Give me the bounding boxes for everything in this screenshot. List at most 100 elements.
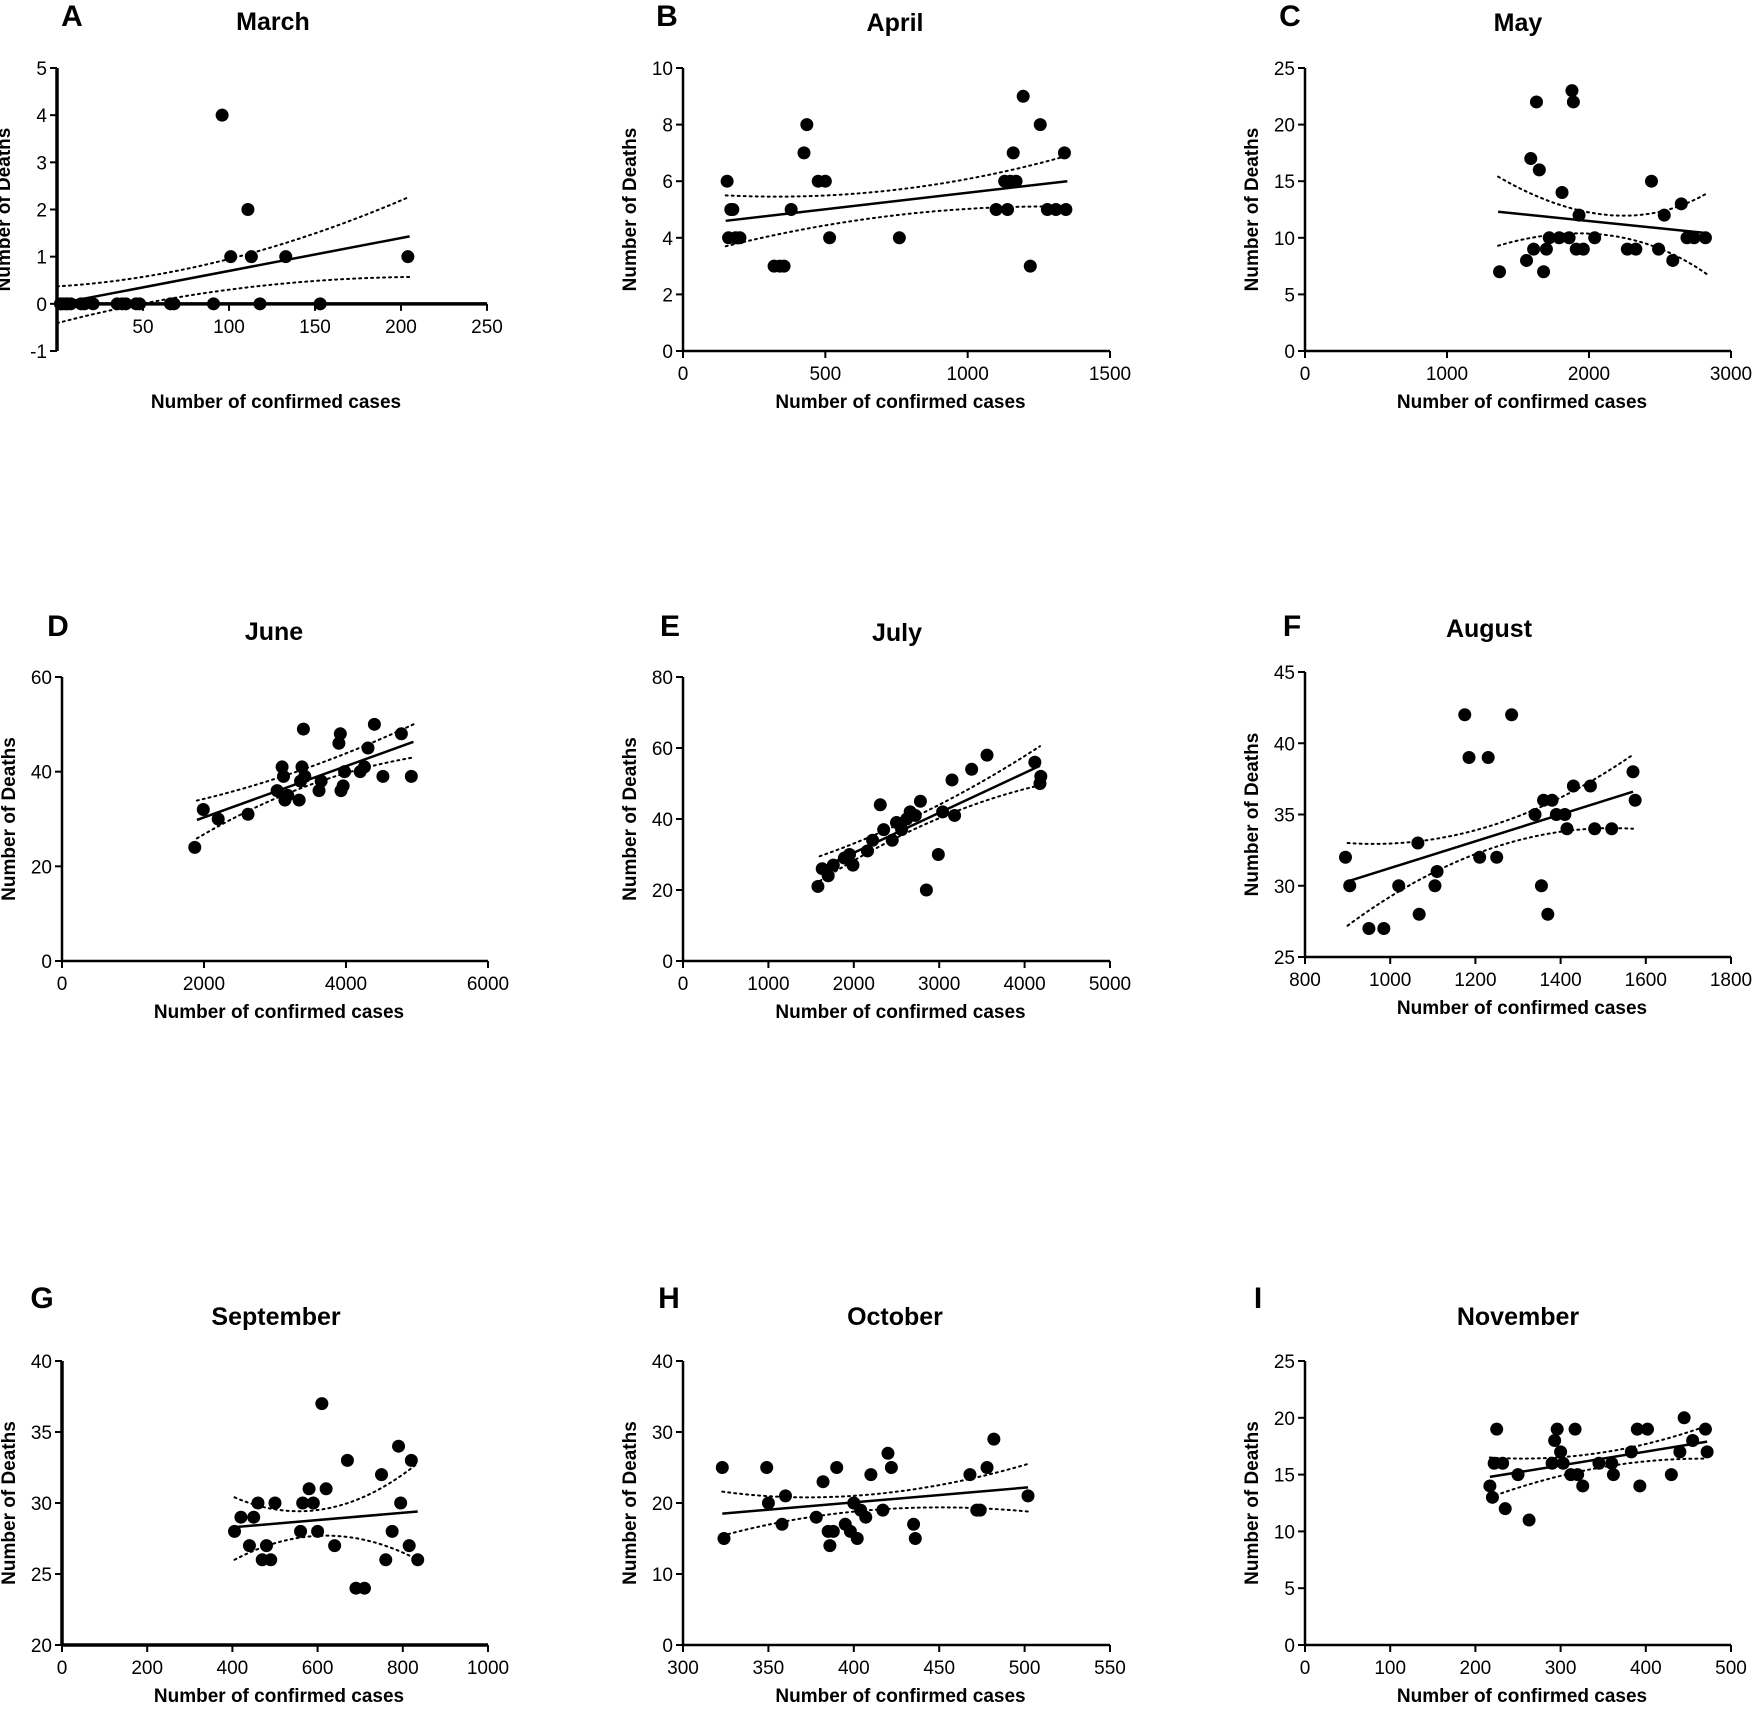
data-point [1033, 118, 1047, 132]
panel-letter: I [1254, 1282, 1262, 1315]
data-point [936, 805, 950, 819]
x-axis-label: Number of confirmed cases [154, 1002, 404, 1023]
x-tick-label: 1800 [1710, 970, 1752, 991]
data-point [1034, 769, 1048, 783]
data-point [1490, 850, 1504, 864]
x-axis-label: Number of confirmed cases [775, 1686, 1025, 1707]
data-point [948, 808, 962, 822]
regression-line [819, 764, 1041, 870]
data-point [242, 1539, 256, 1553]
y-tick-label: 15 [1274, 172, 1295, 193]
data-point [1545, 793, 1559, 807]
y-tick-label: 2 [662, 285, 673, 306]
x-tick-label: 1000 [747, 974, 789, 995]
data-point [264, 1553, 278, 1567]
ci-lower-curve [56, 275, 411, 325]
y-tick-label: 20 [31, 857, 52, 878]
data-point [1485, 1490, 1499, 1504]
ci-upper-curve [724, 154, 1069, 198]
ci-lower-curve [724, 205, 1069, 248]
panel-letter: G [30, 1282, 53, 1315]
data-point [1059, 203, 1073, 216]
y-tick-label: 10 [652, 1565, 673, 1586]
y-tick-label: 40 [31, 763, 52, 784]
data-point [720, 174, 734, 188]
x-tick-label: 500 [809, 364, 841, 385]
data-point [761, 1496, 775, 1510]
y-axis-label: Number of Deaths [620, 1421, 641, 1585]
y-tick-label: -1 [30, 342, 47, 363]
y-tick-label: 2 [36, 201, 47, 222]
data-point [336, 779, 350, 793]
panel-october: H October 0 10 20 30 40 300 350 400 450 500 550 Numbe… [620, 1282, 1126, 1707]
data-point [313, 297, 327, 311]
data-point [375, 1468, 388, 1482]
data-point [167, 297, 181, 311]
y-tick-label: 40 [652, 1352, 673, 1373]
ci-lower-curve [1497, 232, 1710, 277]
data-point [843, 848, 857, 861]
x-tick-label: 2000 [1568, 364, 1610, 385]
x-axis-label: Number of confirmed cases [154, 1686, 404, 1707]
panel-letter: F [1283, 610, 1301, 643]
x-tick-label: 0 [678, 974, 689, 995]
data-point [866, 833, 880, 847]
data-point [963, 1468, 977, 1482]
ci-upper-curve [1497, 175, 1710, 217]
data-point [196, 803, 210, 817]
data-point [717, 1532, 731, 1545]
data-point [340, 1453, 354, 1467]
x-tick-label: 0 [1300, 1658, 1311, 1679]
data-point [1458, 708, 1472, 722]
x-axis-label: Number of confirmed cases [1397, 392, 1647, 413]
data-point [401, 250, 415, 264]
x-tick-label: 3000 [918, 974, 960, 995]
data-point [973, 1503, 987, 1517]
x-tick-label: 800 [1289, 970, 1321, 991]
data-point [357, 1581, 371, 1595]
data-point [811, 879, 825, 893]
panel-april: B April 0 2 4 6 8 10 0 500 1000 1500 Number of confi… [620, 0, 1131, 413]
data-point [1529, 95, 1543, 109]
panel-march: A March -1 0 1 2 3 4 5 50 100 150 200 250 Number of co… [0, 0, 503, 413]
panel-letter: H [658, 1282, 680, 1315]
data-point [1483, 1479, 1497, 1493]
data-point [385, 1524, 399, 1538]
data-point [133, 297, 147, 311]
data-point [1560, 822, 1574, 836]
data-point [1700, 1445, 1714, 1459]
data-point [1657, 208, 1671, 222]
panel-july: E July 0 20 40 60 80 0 1000 2000 3000 4000 5000 Numbe… [620, 610, 1131, 1023]
data-point [1644, 174, 1658, 188]
y-tick-label: 30 [1274, 877, 1295, 898]
panel-letter: D [47, 610, 69, 643]
data-point [1592, 1456, 1606, 1470]
data-point [777, 259, 791, 273]
data-point [784, 203, 798, 216]
y-tick-label: 10 [1274, 229, 1295, 250]
x-tick-label: 100 [213, 317, 245, 338]
data-point [1666, 253, 1680, 267]
data-point [259, 1539, 273, 1553]
data-point [367, 717, 381, 731]
x-tick-label: 50 [132, 317, 153, 338]
data-point [1565, 84, 1579, 98]
panel-letter: B [656, 0, 678, 33]
x-tick-label: 150 [299, 317, 331, 338]
data-point [919, 883, 933, 897]
data-point [980, 748, 994, 762]
y-axis-label: Number of Deaths [1242, 128, 1263, 292]
x-tick-label: 350 [753, 1658, 785, 1679]
data-point [119, 297, 133, 311]
data-point [402, 1539, 416, 1553]
data-point [877, 823, 891, 837]
data-point [315, 1397, 329, 1411]
data-point [873, 798, 887, 812]
data-point [1021, 1489, 1035, 1503]
y-tick-label: 0 [1284, 342, 1295, 363]
data-point [907, 1517, 921, 1531]
data-point [1641, 1422, 1655, 1436]
ci-upper-curve [1346, 753, 1635, 845]
y-tick-label: 0 [36, 295, 47, 316]
data-point [1539, 242, 1553, 256]
